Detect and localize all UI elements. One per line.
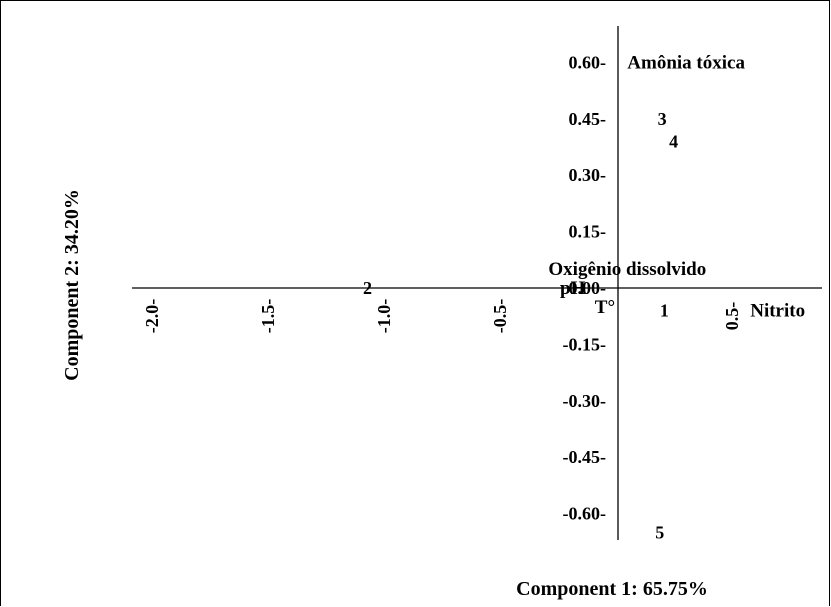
point-labels: 1 2 34 5 [363,109,678,543]
variable-label: T° [595,297,615,318]
y-tick-label: 0.30- [569,165,607,185]
y-tick-label: -0.45- [563,447,607,467]
point-label: 2 [363,278,372,298]
x-tick-label: 0.5- [722,302,742,331]
point-label: 5 [655,522,664,542]
y-tick-label: -0.30- [563,391,607,411]
y-tick-label: -0.15- [563,334,607,354]
x-tick-labels: -2.0--1.5--1.0--0.5-0.5-1.0- [142,299,831,334]
x-tick-label: -1.0- [374,299,394,334]
x-tick-label: -0.5- [490,299,510,334]
variable-label: Nitrito [750,301,805,322]
point-label: 1 [660,301,669,321]
axes [132,26,822,540]
x-axis-label: Component 1: 65.75% [516,578,708,600]
y-tick-label: -0.60- [563,504,607,524]
variable-label: pH [560,278,586,299]
point-label: 4 [669,131,678,151]
x-tick-label: -1.5- [258,299,278,334]
y-axis-label: Component 2: 34.20% [61,189,83,381]
y-tick-label: 0.60- [569,52,607,72]
y-tick-label: 0.15- [569,222,607,242]
variable-label: Amônia tóxica [627,52,745,73]
y-tick-label: 0.45- [569,109,607,129]
x-tick-label: -2.0- [142,299,162,334]
point-label: 3 [658,109,667,129]
